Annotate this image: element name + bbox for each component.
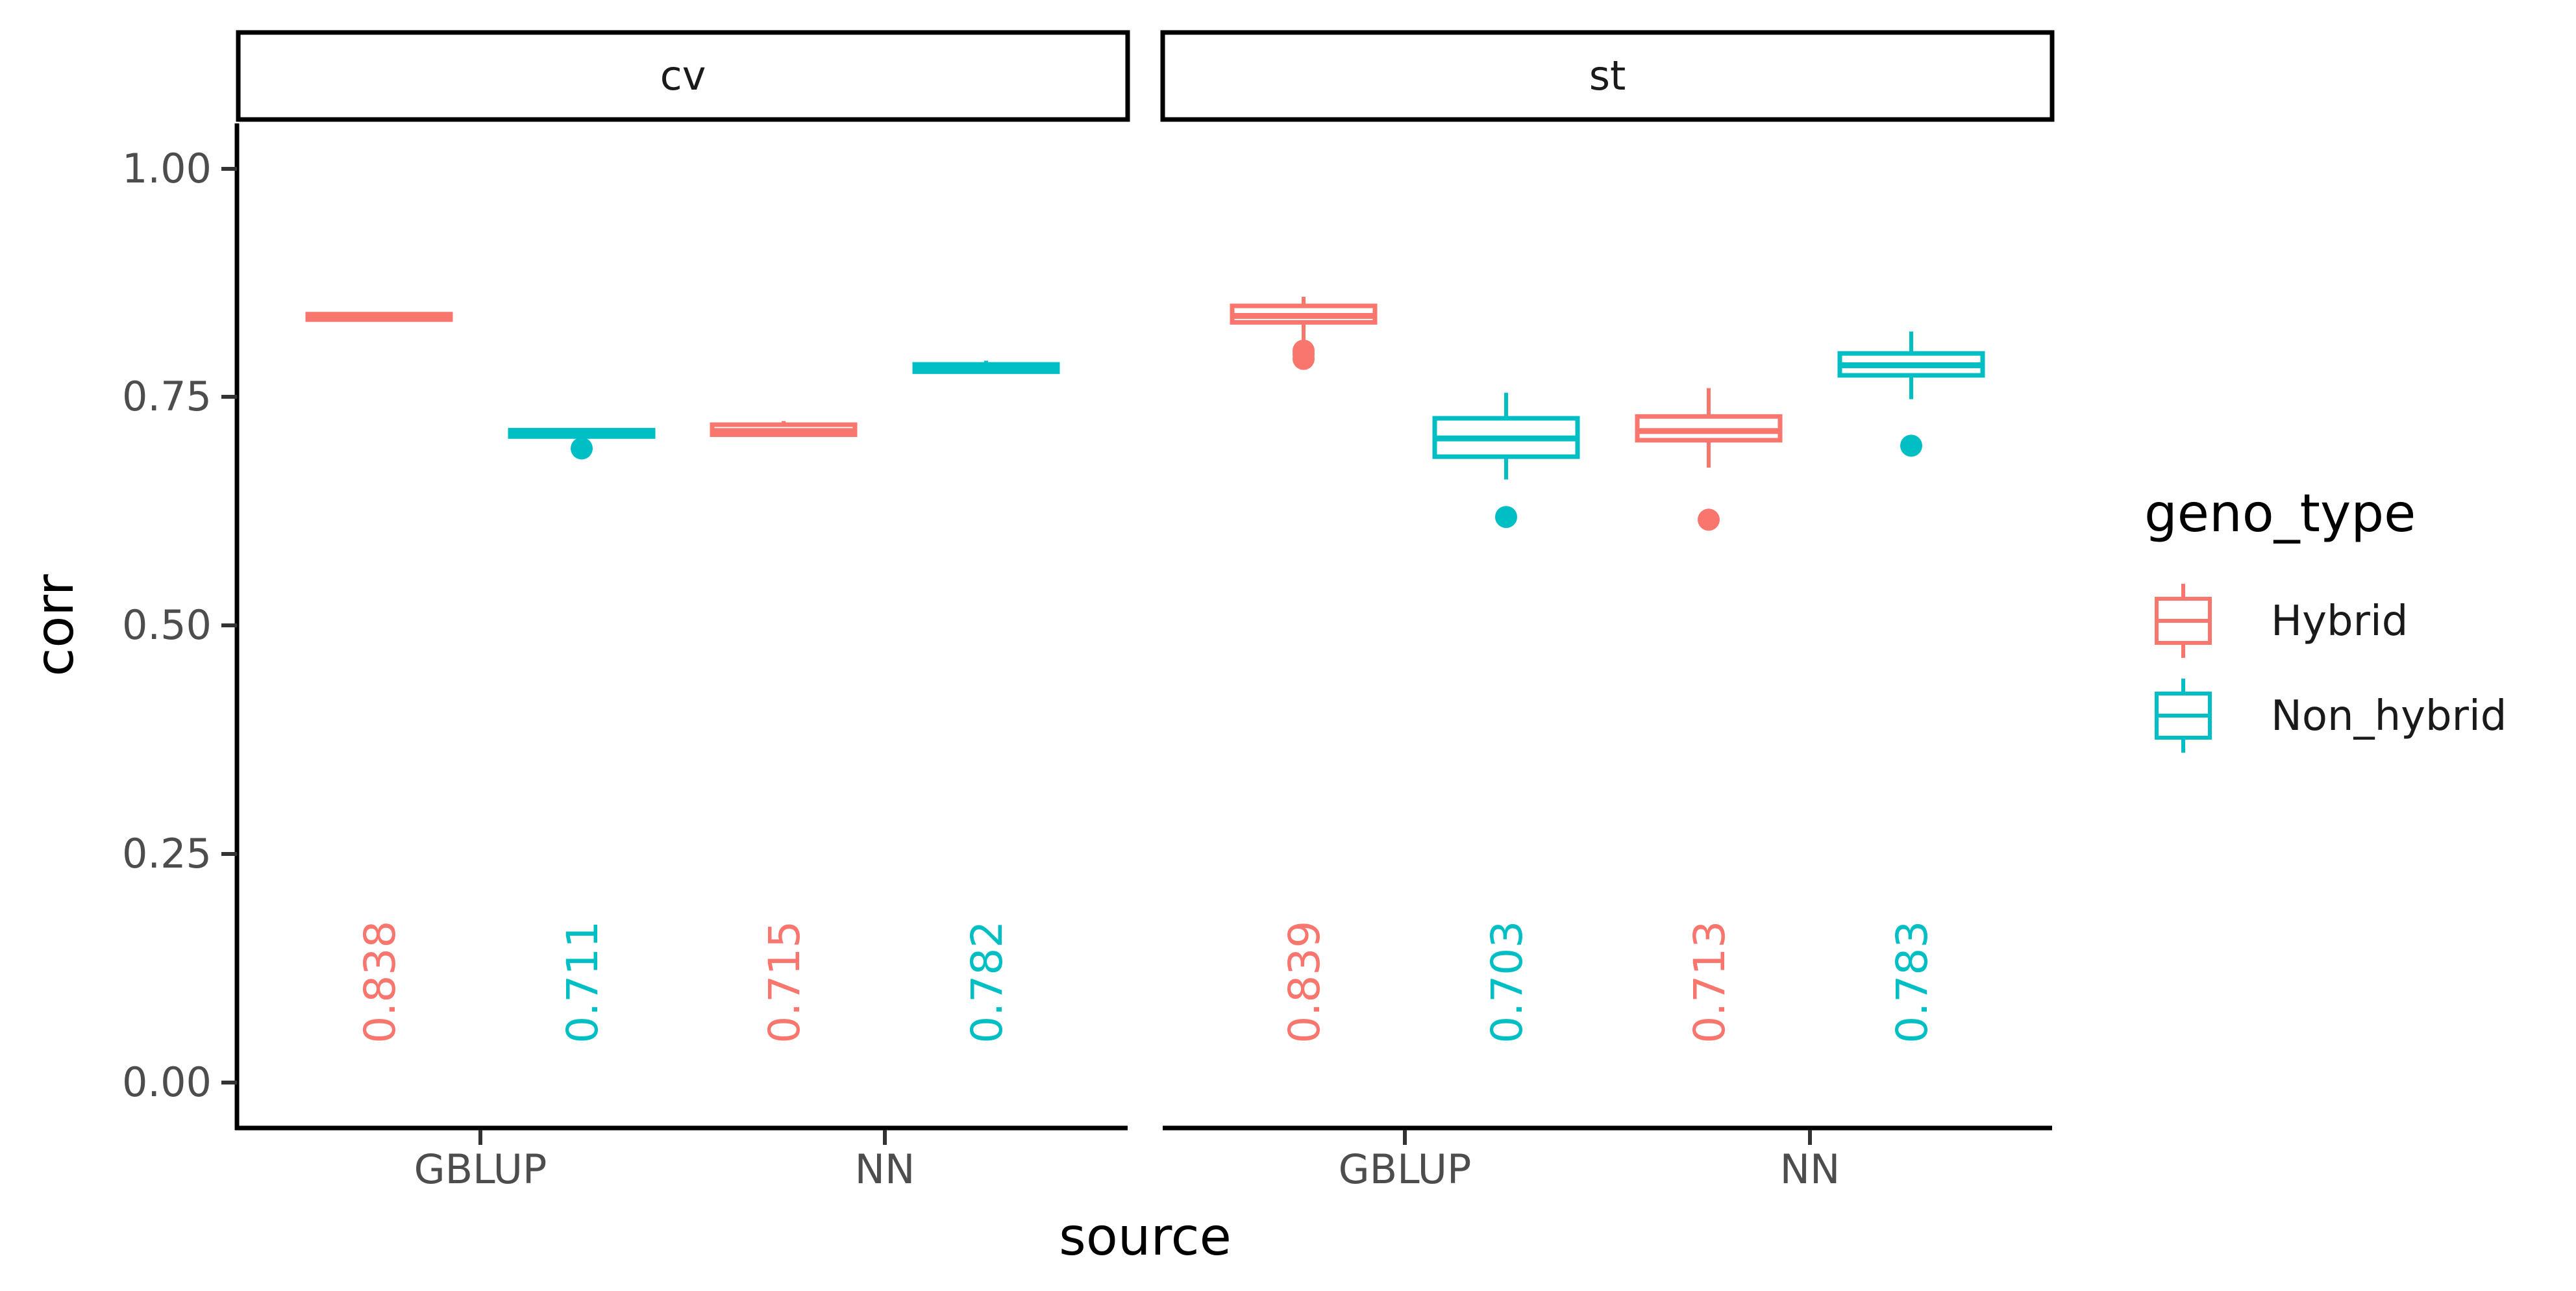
x-tick-cv-gblup: GBLUP xyxy=(414,1130,547,1193)
boxplot-cv-gblup-hybrid: 0.838 xyxy=(305,312,453,1044)
x-tick-label: GBLUP xyxy=(414,1146,547,1193)
y-tick-1: 0.25 xyxy=(122,830,237,877)
boxplot-cv-nn-non-hybrid: 0.782 xyxy=(912,360,1060,1044)
y-axis-title: corr xyxy=(25,574,85,676)
legend-title: geno_type xyxy=(2144,483,2416,544)
value-label: 0.703 xyxy=(1482,921,1532,1044)
y-tick-3: 0.75 xyxy=(122,373,237,420)
y-tick-label: 0.75 xyxy=(122,373,212,420)
boxplot-cv-gblup-non-hybrid: 0.711 xyxy=(508,427,656,1044)
outlier-point xyxy=(1698,508,1720,531)
value-label: 0.711 xyxy=(558,921,608,1044)
value-label: 0.839 xyxy=(1280,921,1330,1044)
facet-strip-box xyxy=(1160,30,2055,122)
y-tick-label: 0.00 xyxy=(122,1059,212,1106)
x-tick-st-nn: NN xyxy=(1780,1130,1840,1193)
value-label: 0.782 xyxy=(962,921,1012,1044)
x-tick-label: GBLUP xyxy=(1339,1146,1472,1193)
x-axis-title: source xyxy=(1059,1207,1232,1267)
legend-item-non-hybrid: Non_hybrid xyxy=(2155,679,2507,753)
y-tick-label: 1.00 xyxy=(122,145,212,192)
y-tick-2: 0.50 xyxy=(122,601,237,649)
x-tick-label: NN xyxy=(855,1146,915,1193)
x-tick-cv-nn: NN xyxy=(855,1130,915,1193)
boxplot-st-nn-non-hybrid: 0.783 xyxy=(1837,331,1985,1044)
outlier-point xyxy=(1495,506,1517,529)
boxplot-st-gblup-non-hybrid: 0.703 xyxy=(1432,392,1580,1044)
legend-label: Non_hybrid xyxy=(2271,692,2507,740)
y-tick-label: 0.25 xyxy=(122,830,212,877)
outlier-point xyxy=(1293,339,1315,362)
outlier-point xyxy=(1900,434,1922,457)
legend-label: Hybrid xyxy=(2271,597,2408,646)
boxplot-st-nn-hybrid: 0.713 xyxy=(1635,388,1783,1044)
facet-strip-cv: cv xyxy=(236,30,1130,122)
x-tick-label: NN xyxy=(1780,1146,1840,1193)
value-label: 0.838 xyxy=(355,921,405,1044)
outlier-point xyxy=(571,437,593,460)
value-label: 0.783 xyxy=(1887,921,1937,1044)
x-tick-st-gblup: GBLUP xyxy=(1339,1130,1472,1193)
boxplot-st-gblup-hybrid: 0.839 xyxy=(1230,296,1378,1044)
facet-strip-label: cv xyxy=(660,52,706,99)
y-tick-0: 0.00 xyxy=(122,1059,237,1106)
y-tick-4: 1.00 xyxy=(122,145,237,192)
facet-strip-label: st xyxy=(1589,52,1626,99)
legend: geno_type Hybrid Non_hybrid xyxy=(2144,483,2507,753)
boxplot-cv-nn-hybrid: 0.715 xyxy=(710,421,858,1044)
facet-strip-box xyxy=(236,30,1130,122)
value-label: 0.713 xyxy=(1685,921,1735,1044)
value-label: 0.715 xyxy=(760,921,810,1044)
y-tick-label: 0.50 xyxy=(122,601,212,649)
legend-item-hybrid: Hybrid xyxy=(2155,584,2408,658)
plot-marks: 0.838 0.715 0.839 0.713 0.711 0.782 0.703 0.783 xyxy=(305,296,1985,1044)
facet-strip-st: st xyxy=(1160,30,2055,122)
